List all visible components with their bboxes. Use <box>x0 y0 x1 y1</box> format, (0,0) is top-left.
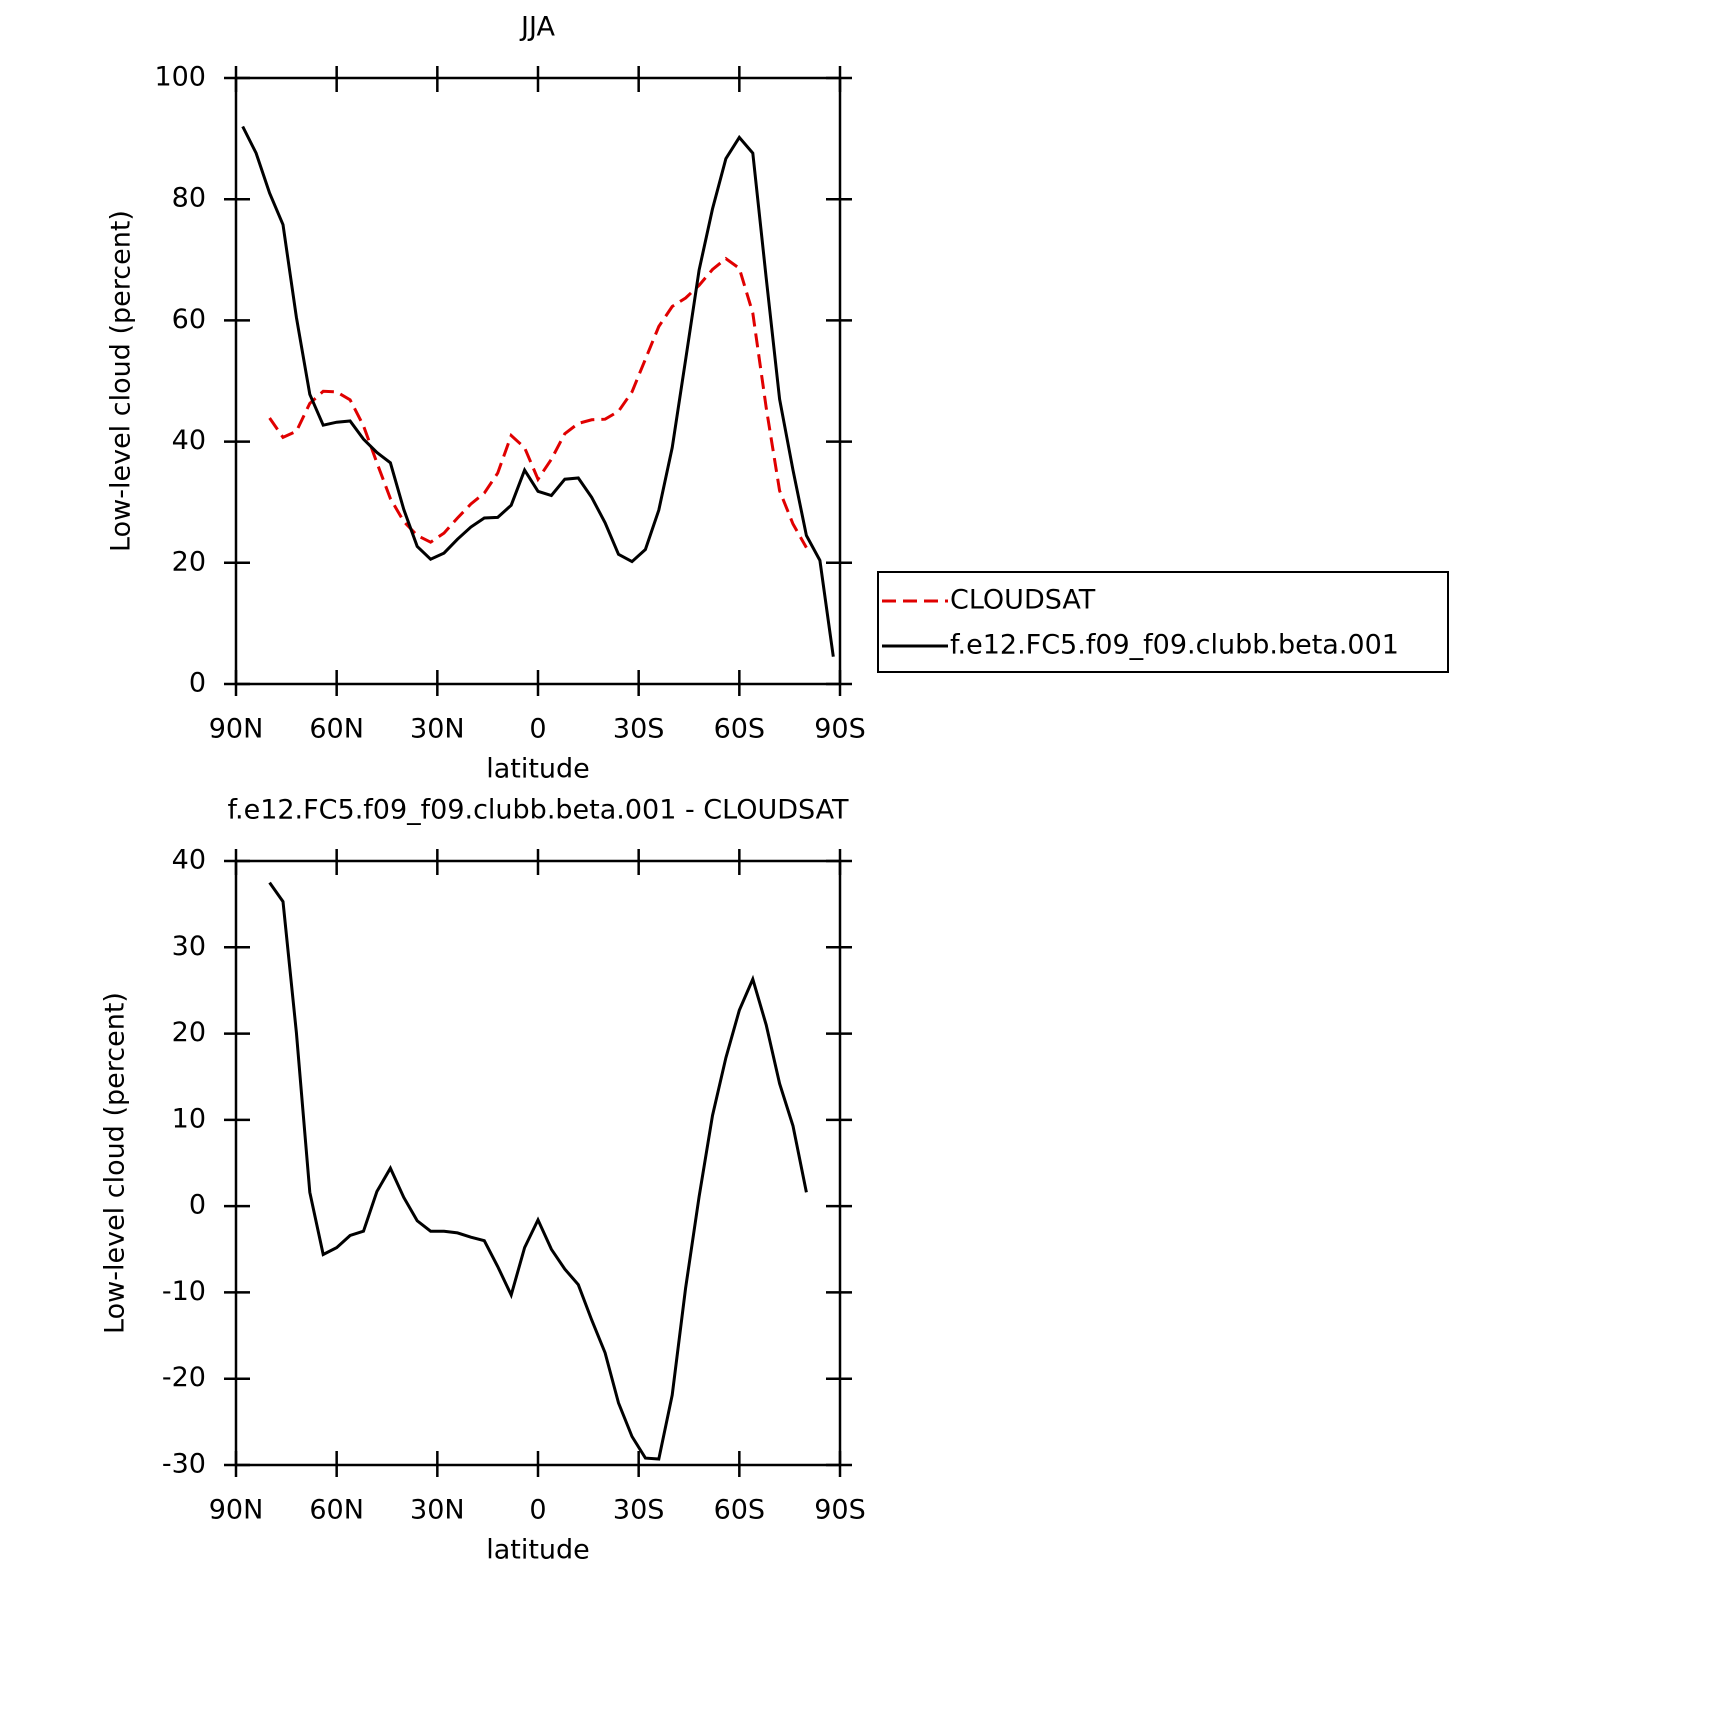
x-tick-label: 30N <box>410 1495 465 1526</box>
chart-title: f.e12.FC5.f09_f09.clubb.beta.001 - CLOUD… <box>227 795 849 826</box>
legend-box <box>877 571 1449 673</box>
x-tick-label: 30S <box>613 1495 665 1526</box>
chart-title: JJA <box>519 12 555 43</box>
data-line <box>268 256 808 549</box>
y-tick-label: 0 <box>189 1190 206 1221</box>
x-tick-label: 0 <box>529 714 546 745</box>
legend-label: f.e12.FC5.f09_f09.clubb.beta.001 <box>950 630 1399 661</box>
y-tick-label: 40 <box>172 425 206 456</box>
x-axis-label: latitude <box>486 754 590 785</box>
plot-frame <box>234 859 842 1467</box>
y-tick-label: 80 <box>172 183 206 214</box>
x-tick-label: 60S <box>714 714 766 745</box>
y-tick-label: -20 <box>162 1362 206 1393</box>
legend-label: CLOUDSAT <box>950 585 1096 616</box>
y-tick-label: -10 <box>162 1276 206 1307</box>
y-tick-label: 40 <box>172 845 206 876</box>
y-axis-label: Low-level cloud (percent) <box>100 992 131 1334</box>
data-line <box>241 125 835 657</box>
x-tick-label: 90S <box>814 714 866 745</box>
x-tick-label: 90N <box>209 714 264 745</box>
y-tick-label: 20 <box>172 1017 206 1048</box>
y-tick-label: 10 <box>172 1103 206 1134</box>
y-tick-label: 0 <box>189 668 206 699</box>
x-tick-label: 60N <box>309 714 364 745</box>
x-tick-label: 30S <box>613 714 665 745</box>
x-tick-label: 60N <box>309 1495 364 1526</box>
y-tick-label: 100 <box>154 62 206 93</box>
data-line <box>268 881 808 1461</box>
x-tick-label: 60S <box>714 1495 766 1526</box>
y-axis-label: Low-level cloud (percent) <box>106 210 137 552</box>
x-tick-label: 90N <box>209 1495 264 1526</box>
x-tick-label: 0 <box>529 1495 546 1526</box>
x-tick-label: 90S <box>814 1495 866 1526</box>
plot-frame <box>234 76 842 686</box>
y-tick-label: 20 <box>172 546 206 577</box>
y-tick-label: -30 <box>162 1449 206 1480</box>
y-tick-label: 60 <box>172 304 206 335</box>
y-tick-label: 30 <box>172 931 206 962</box>
x-axis-label: latitude <box>486 1535 590 1566</box>
x-tick-label: 30N <box>410 714 465 745</box>
